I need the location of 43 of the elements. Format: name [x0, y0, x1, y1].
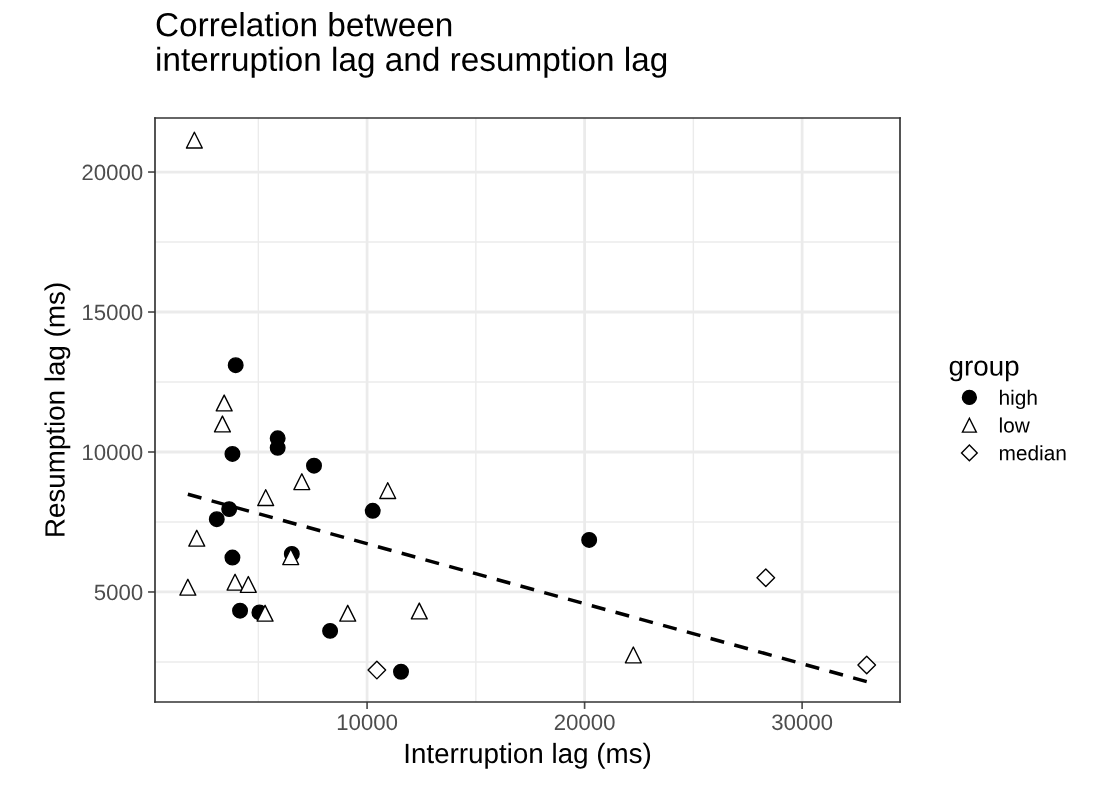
point [581, 531, 598, 548]
point [188, 529, 206, 547]
point [293, 473, 311, 491]
chart-title: Correlation between interruption lag and resumption lag [156, 12, 667, 78]
y-tick-label: 10000 [83, 444, 143, 461]
point [367, 660, 387, 680]
point [393, 663, 409, 680]
point [282, 548, 300, 566]
point [624, 646, 642, 664]
point [756, 568, 776, 588]
point [215, 394, 233, 412]
legend-title: group [949, 360, 1019, 382]
point [208, 511, 225, 528]
x-tick-label: 30000 [772, 714, 833, 731]
point [179, 578, 197, 596]
y-tick-label: 15000 [83, 304, 143, 321]
point [213, 415, 232, 433]
y-tick-label: 5000 [94, 584, 143, 601]
point [306, 457, 322, 474]
point [322, 622, 339, 639]
point [226, 573, 244, 591]
x-tick-label: 20000 [554, 714, 615, 731]
legend-label: median [999, 445, 1066, 461]
point [857, 655, 877, 675]
point [410, 602, 428, 620]
y-axis-title: Resumption lag (ms) [44, 283, 71, 536]
x-axis-title: Interruption lag (ms) [405, 742, 651, 769]
point [221, 501, 238, 518]
y-tick-label: 20000 [82, 164, 143, 181]
point [339, 604, 357, 622]
point [232, 602, 249, 619]
legend-label: high [1000, 389, 1037, 410]
point [257, 489, 275, 507]
point [224, 549, 241, 566]
point [227, 357, 244, 374]
point [379, 482, 397, 500]
point [364, 502, 381, 519]
point [185, 131, 203, 149]
legend-label: low [999, 417, 1030, 433]
point [239, 575, 257, 594]
point [256, 604, 274, 622]
point [224, 445, 241, 462]
x-tick-label: 10000 [337, 714, 398, 731]
